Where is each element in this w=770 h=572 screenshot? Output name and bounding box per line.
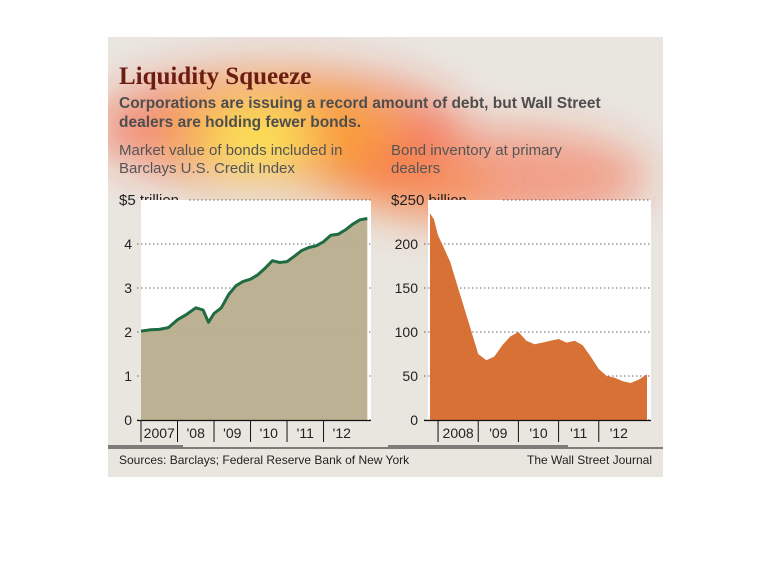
y-tick-label-1-1: 50	[402, 368, 418, 384]
y-tick-label-1-3: 150	[395, 280, 419, 296]
left-panel-title: Market value of bonds included in Barcla…	[119, 142, 343, 177]
chart-subtitle: Corporations are issuing a record amount…	[119, 95, 601, 131]
chart-card: Liquidity Squeeze Corporations are issui…	[108, 37, 663, 477]
x-tick-label-1-2: '10	[529, 425, 547, 441]
x-tick-label-1-4: '12	[610, 425, 628, 441]
x-tick-label-1-3: '11	[570, 425, 587, 441]
y-tick-label-1-4: 200	[395, 236, 419, 252]
x-tick-label-0-4: '11	[297, 425, 314, 441]
charts-svg: 0 1 2 3 4 2007 '08 '09 '10 '11 '12 0 50 100 150 200 2008…	[108, 199, 663, 449]
chart-title: Liquidity Squeeze	[119, 63, 312, 90]
x-tick-label-0-2: '09	[223, 425, 241, 441]
right-panel-title: Bond inventory at primary dealers	[391, 142, 562, 177]
publisher-credit: The Wall Street Journal	[527, 453, 652, 467]
x-tick-label-0-5: '12	[333, 425, 351, 441]
x-tick-label-0-0: 2007	[144, 425, 175, 441]
series-line-0	[140, 217, 368, 333]
y-tick-label-0-0: 0	[124, 412, 132, 428]
x-tick-label-0-3: '10	[260, 425, 278, 441]
x-tick-label-1-1: '09	[489, 425, 507, 441]
y-tick-label-1-0: 0	[410, 412, 418, 428]
x-tick-label-1-0: 2008	[443, 425, 474, 441]
y-tick-label-0-4: 4	[124, 236, 132, 252]
source-note: Sources: Barclays; Federal Reserve Bank …	[119, 453, 410, 467]
x-tick-label-0-1: '08	[187, 425, 205, 441]
y-tick-label-1-2: 100	[395, 324, 419, 340]
series-area-1	[430, 213, 647, 420]
y-tick-label-0-2: 2	[124, 324, 132, 340]
y-tick-label-0-1: 1	[124, 368, 132, 384]
series-area-0	[141, 218, 368, 420]
y-tick-label-0-3: 3	[124, 280, 132, 296]
